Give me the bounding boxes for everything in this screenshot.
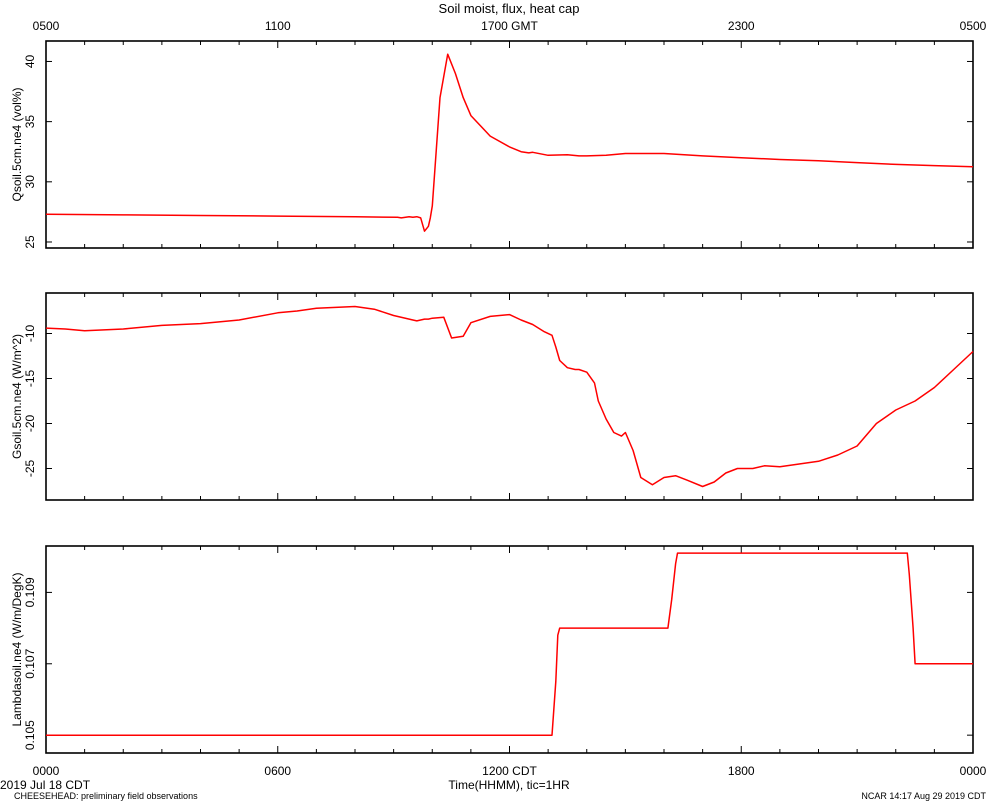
y-axis-label: Qsoil.5cm.ne4 (vol%) — [10, 87, 24, 201]
top-tick-label: 0500 — [960, 19, 987, 33]
top-axis-labels: 0500 1100 1700 GMT 2300 0500 — [33, 19, 987, 33]
bottom-tick-label: 0000 — [33, 764, 60, 778]
y-tick-label: 0.109 — [23, 577, 37, 607]
x-axis-label: Time(HHMM), tic=1HR — [448, 778, 570, 792]
chart-title: Soil moist, flux, heat cap — [439, 1, 580, 16]
series-line-1-1 — [45, 53, 974, 232]
y-tick-label: 40 — [23, 54, 37, 68]
y-tick-label: 25 — [23, 235, 37, 249]
y-axis-label: Lambdasoil.ne4 (W/m/DegK) — [10, 572, 24, 726]
bottom-tick-label: 1200 CDT — [482, 764, 537, 778]
y-tick-label: -10 — [23, 325, 37, 343]
chart-panels: 25 30 35 40 Qsoil.5cm.ne4 (vol%) -10 -15 -20 -25… — [10, 40, 974, 754]
y-tick-label: 30 — [23, 175, 37, 189]
footer-left: CHEESEHEAD: preliminary field observatio… — [14, 791, 198, 801]
y-tick-label: -20 — [23, 415, 37, 433]
series-line-3-1 — [46, 552, 973, 736]
top-tick-label: 1700 GMT — [481, 19, 538, 33]
bottom-axis-labels: 0000 0600 1200 CDT 1800 0000 — [33, 764, 987, 778]
panel-frame — [45, 40, 974, 249]
top-tick-label: 1100 — [265, 19, 291, 33]
panel-frame — [45, 545, 974, 754]
date-label: 2019 Jul 18 CDT — [0, 778, 91, 792]
bottom-tick-label: 1800 — [728, 764, 755, 778]
chart-panel-1: 25 30 35 40 Qsoil.5cm.ne4 (vol%) — [10, 40, 974, 249]
y-tick-label: 0.105 — [23, 720, 37, 750]
series-line-2-1 — [45, 305, 974, 488]
y-tick-label: 0.107 — [23, 648, 37, 678]
footer-right: NCAR 14:17 Aug 29 2019 CDT — [861, 791, 986, 801]
bottom-tick-label: 0600 — [264, 764, 291, 778]
y-tick-label: -15 — [23, 370, 37, 388]
y-axis-label: Gsoil.5cm.ne4 (W/m^2) — [10, 334, 24, 459]
y-tick-label: -25 — [23, 460, 37, 478]
top-tick-label: 2300 — [728, 19, 755, 33]
bottom-tick-label: 0000 — [960, 764, 987, 778]
top-tick-label: 0500 — [33, 19, 60, 33]
y-tick-label: 35 — [23, 115, 37, 129]
